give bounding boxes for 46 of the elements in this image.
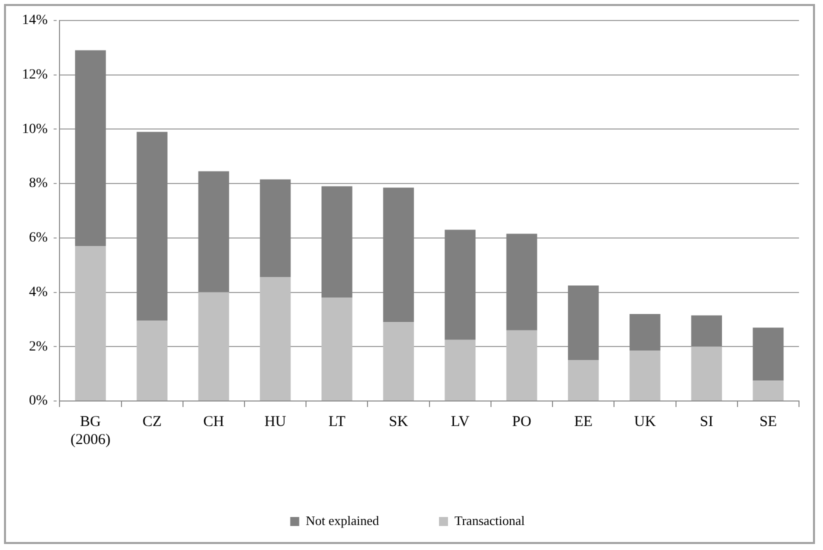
bar [260, 179, 291, 278]
bar [260, 277, 291, 400]
y-tick-label: 10% [22, 122, 48, 137]
x-tick-label: HU [264, 414, 286, 430]
bar [630, 314, 660, 351]
x-tick-label: SE [759, 414, 777, 430]
y-tick-label: 6% [28, 230, 48, 246]
x-tick-label: UK [634, 414, 656, 430]
bar [506, 330, 538, 400]
bar [444, 340, 476, 400]
bar [136, 132, 168, 321]
y-tick-label: 14% [22, 13, 48, 28]
bar [198, 292, 230, 400]
x-tick-label: CZ [142, 414, 162, 430]
bar [752, 380, 784, 400]
bar [444, 230, 476, 340]
x-tick-label: CH [203, 414, 224, 430]
bar [383, 322, 414, 400]
bar [752, 328, 784, 381]
y-tick-label: 4% [28, 284, 48, 300]
bar [691, 315, 722, 347]
bar [383, 188, 414, 322]
bar [322, 298, 352, 400]
legend-label: Transactional [454, 512, 526, 528]
bar [506, 234, 538, 330]
x-tick-label: SK [388, 414, 408, 430]
x-tick-label: PO [512, 414, 532, 430]
x-tick-label: LV [450, 414, 470, 430]
bar [198, 171, 230, 292]
x-tick-label: EE [574, 414, 593, 430]
bar [75, 50, 106, 246]
bar [630, 350, 660, 400]
bar [691, 346, 722, 400]
x-tick-label: SI [700, 414, 714, 430]
bar [322, 186, 352, 298]
x-tick-label: LT [328, 414, 346, 430]
bar [136, 320, 168, 400]
y-tick-label: 0% [28, 394, 48, 409]
y-tick-label: 2% [28, 339, 48, 354]
y-tick-label: 8% [28, 176, 48, 192]
x-tick-label: BG (2006) [70, 414, 110, 448]
bar [568, 285, 599, 360]
bar [568, 360, 599, 400]
y-tick-label: 12% [22, 67, 48, 82]
bar [75, 246, 106, 400]
legend-label: Not explained [306, 512, 380, 528]
